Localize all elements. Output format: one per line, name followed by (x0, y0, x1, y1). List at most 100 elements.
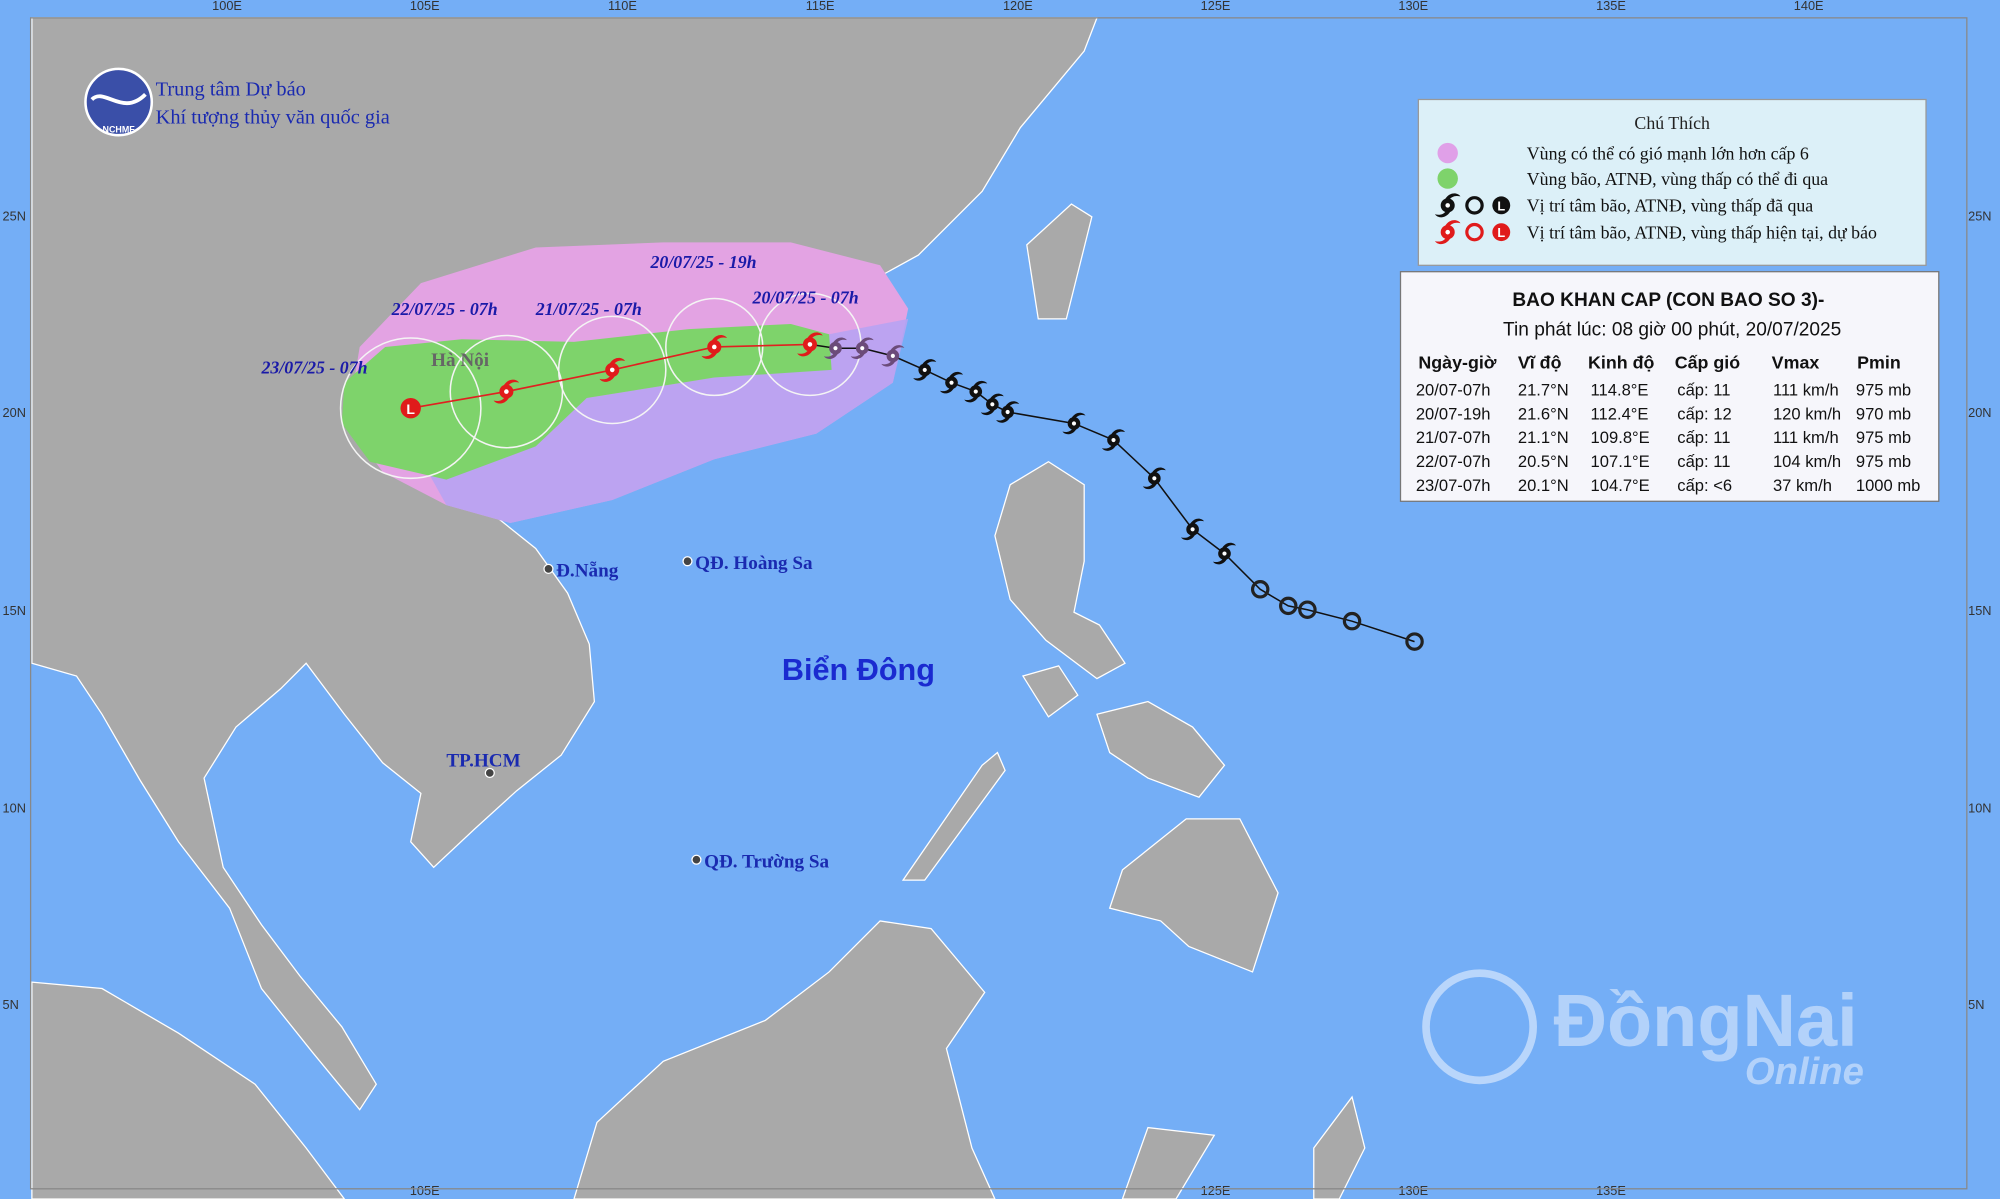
storm-symbol (1434, 220, 1461, 245)
forecast-time-label: 20/07/25 - 19h (650, 252, 757, 272)
mindanao (1108, 818, 1279, 973)
bottom-lon-label: 105E (410, 1183, 440, 1198)
storm-arm (493, 379, 520, 404)
storm-symbol (881, 345, 905, 367)
storm-arm (881, 345, 905, 367)
legend-low-letter: L (1497, 198, 1505, 213)
storm-arm (599, 357, 625, 382)
halmahera (1313, 1095, 1366, 1199)
bulletin-cell: 975 mb (1856, 380, 1911, 399)
left-lat-label: 15N (3, 603, 26, 618)
storm-eye (1190, 527, 1195, 532)
low-center (400, 397, 421, 419)
forecast-time-label: 22/07/25 - 07h (391, 299, 498, 319)
right-lat-label: 20N (1968, 405, 1991, 420)
legend-item: Vị trí tâm bão, ATNĐ, vùng thấp đã qua (1527, 196, 1814, 216)
sumatra (31, 981, 346, 1199)
bulletin-cell: 109.8°E (1591, 428, 1650, 447)
low-symbol (1405, 632, 1424, 651)
bulletin-cell: 20/07-19h (1416, 404, 1491, 423)
bulletin-cell: 975 mb (1856, 452, 1911, 471)
storm-eye (807, 342, 813, 347)
storm-arm (996, 401, 1020, 423)
logo-text: NCHMF (103, 125, 136, 135)
storm-arm (1434, 193, 1461, 218)
bulletin-cell: 111 km/h (1773, 428, 1839, 447)
watermark-brand: ĐồngNai (1554, 979, 1858, 1062)
bulletin-title: BAO KHAN CAP (CON BAO SO 3)- (1512, 290, 1824, 311)
storm-arm (1062, 412, 1086, 435)
legend-item: Vùng có thể có gió mạnh lớn hơn cấp 6 (1527, 143, 1809, 163)
map-frame (29, 17, 1968, 1190)
storm-symbol (1213, 542, 1236, 565)
storm-arm (823, 337, 847, 359)
bulletin-cell: 22/07-07h (1416, 452, 1491, 471)
low-symbol (1298, 600, 1317, 619)
header-line: Khí tượng thủy văn quốc gia (156, 107, 390, 129)
right-lat-label: 15N (1968, 603, 1991, 618)
storm-arm (940, 371, 964, 394)
wind-radius (665, 297, 764, 397)
forecast-time-label: 21/07/25 - 07h (535, 299, 642, 319)
storm-eye (504, 389, 509, 394)
storm-arm (980, 393, 1004, 416)
sulawesi (1121, 1126, 1216, 1199)
storm-symbol (850, 337, 874, 359)
storm-eye (860, 346, 865, 351)
storm-arm (701, 334, 728, 359)
bulletin-cell: 1000 mb (1856, 476, 1921, 495)
bulletin-cell: cấp: 12 (1677, 404, 1731, 423)
bulletin-cell: 104 km/h (1773, 452, 1841, 471)
place-label: Hà Nội (431, 350, 490, 371)
storm-symbol (980, 393, 1004, 416)
bulletin-cell: 114.8°E (1591, 380, 1649, 399)
place-label: QĐ. Trường Sa (704, 851, 829, 872)
storm-symbol (701, 334, 728, 359)
storm-symbol (1434, 193, 1461, 218)
storm-eye (1222, 551, 1227, 556)
low-symbol (1250, 580, 1270, 599)
place-dot (691, 854, 702, 865)
storm-symbol (1062, 412, 1086, 435)
legend-low-letter: L (1497, 225, 1505, 240)
logo-wave (90, 92, 147, 106)
bulletin-column: Ngày-giờ (1418, 353, 1496, 373)
top-lon-label: 100E (212, 0, 242, 13)
bulletin-cell: 21.6°N (1518, 404, 1569, 423)
storm-arm (1213, 542, 1236, 565)
storm-eye (1071, 421, 1077, 426)
bulletin-column: Vĩ độ (1518, 353, 1562, 373)
storm-eye (609, 367, 615, 373)
top-lon-label: 125E (1201, 0, 1231, 13)
place-dot (682, 556, 693, 567)
storm-eye (973, 389, 978, 394)
low-letter: L (406, 401, 415, 417)
header-line: Trung tâm Dự báo (156, 79, 306, 101)
left-lat-label: 10N (3, 801, 26, 816)
storm-eye (1005, 409, 1010, 415)
low-symbol (1465, 222, 1484, 242)
forecast-time-label: 23/07/25 - 07h (260, 358, 367, 378)
storm-eye (1445, 229, 1451, 235)
bulletin-cell: cấp: 11 (1677, 380, 1730, 399)
place-label: QĐ. Hoàng Sa (695, 553, 813, 574)
storm-eye (833, 346, 838, 351)
top-lon-label: 105E (410, 0, 440, 13)
low-symbol (1342, 611, 1362, 631)
storm-symbol (1142, 467, 1166, 490)
bulletin-column: Kinh độ (1588, 353, 1654, 373)
storm-arm (1102, 429, 1125, 451)
bulletin-cell: 112.4°E (1591, 404, 1649, 423)
storm-symbol (493, 379, 520, 404)
storm-eye (890, 353, 895, 358)
bottom-lon-label: 135E (1596, 1183, 1626, 1198)
bulletin-cell: 104.7°E (1591, 476, 1650, 495)
storm-eye (1152, 476, 1157, 481)
bulletin-column: Vmax (1772, 353, 1820, 373)
place-dot (484, 767, 495, 779)
sea-name: Biển Đông (782, 653, 935, 687)
legend-item: Vùng bão, ATNĐ, vùng thấp có thể đi qua (1527, 169, 1828, 189)
bulletin-cell: 120 km/h (1773, 404, 1841, 423)
